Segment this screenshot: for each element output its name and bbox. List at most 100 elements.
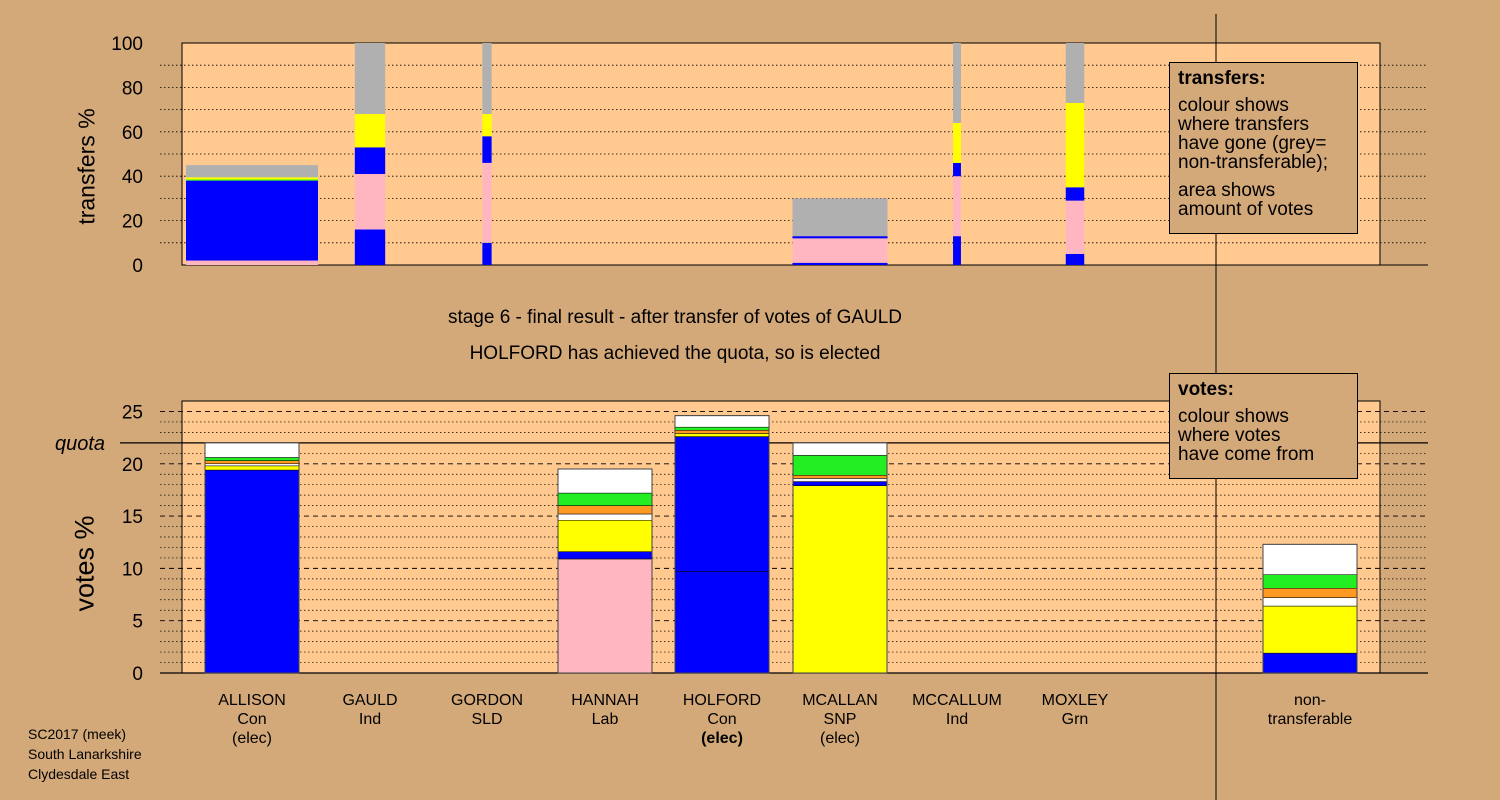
candidate-name: GAULD [342,692,398,709]
candidate-status: (elec) [701,730,743,747]
candidate-label-mccallum: MCCALLUM Ind [887,691,1027,729]
transfer-segment [482,242,492,265]
votes-tick-label: 25 [122,402,143,423]
transfer-segment [186,180,318,261]
votes-tick-label: 5 [132,612,143,633]
candidate-party: Con [707,711,737,728]
candidate-party: SNP [823,711,857,728]
vote-segment [557,520,653,552]
candidate-label-mcallan: MCALLAN SNP (elec) [770,691,910,748]
candidate-name: HOLFORD [682,692,762,709]
transfer-segment [354,114,386,148]
candidate-status: (elec) [231,730,272,747]
votes-tick-label: 15 [122,507,143,528]
elected-description: HOLFORD has achieved the quota, so is el… [469,343,881,364]
vote-segment [204,463,300,467]
vote-segment [1262,544,1358,575]
vote-segment [792,475,888,479]
vote-segment [204,469,300,674]
vote-segment [1262,588,1358,598]
transfer-segment [953,176,961,237]
transfer-segment [1065,253,1085,265]
vote-segment [557,492,653,506]
transfer-segment [953,162,961,177]
votes-tick-label: 0 [132,664,143,685]
candidate-label-moxley: MOXLEY Grn [1005,691,1145,729]
vote-segment [792,481,888,486]
vote-segment [204,442,300,458]
vote-segment [557,468,653,494]
candidate-name: HANNAH [571,692,639,709]
transfers-tick-label: 0 [132,256,143,277]
transfer-segment [482,162,492,243]
candidate-label-hannah: HANNAH Lab [535,691,675,729]
vote-segment [204,465,300,471]
transfer-segment [1065,187,1085,201]
candidate-label-holford: HOLFORD Con (elec) [652,691,792,748]
vote-segment [674,436,770,572]
votes-tick-label: 20 [122,455,143,476]
transfer-segment [953,43,961,123]
transfers-legend-title: transfers: [1178,68,1266,89]
transfer-segment [354,147,386,174]
transfer-segment [482,114,492,137]
transfer-segment [792,198,888,237]
transfer-segment [186,165,318,178]
vote-segment [792,485,888,674]
vote-bar-outline [557,468,653,674]
candidate-name: non- [1293,692,1327,709]
vote-bar-outline [674,415,770,674]
transfer-segment [792,262,888,265]
candidate-party: transferable [1267,711,1353,728]
votes-legend-line: have come from [1178,444,1315,465]
votes-axis-title: votes % [69,515,100,612]
transfers-tick-label: 100 [111,34,143,55]
transfer-segment [482,43,492,115]
vote-segment [557,513,653,521]
candidate-name: MOXLEY [1041,692,1109,709]
transfers-legend-line: amount of votes [1178,199,1314,220]
transfers-legend-line: non-transferable); [1178,152,1328,173]
candidate-label-gordon: GORDON SLD [417,691,557,729]
candidate-name: ALLISON [218,692,286,709]
votes-tick-label: 10 [122,559,143,580]
vote-segment [557,505,653,515]
transfers-tick-label: 20 [122,212,143,233]
transfers-legend-line: area shows [1178,180,1276,201]
candidate-party: Ind [945,711,969,728]
votes-legend-title: votes: [1178,379,1234,400]
vote-segment [792,442,888,456]
transfer-segment [354,229,386,265]
vote-bar-outline [204,442,300,674]
candidate-party: Grn [1061,711,1089,728]
vote-segment [792,455,888,476]
transfer-segment [186,179,318,181]
transfers-tick-label: 60 [122,123,143,144]
vote-bar-outline [1262,543,1358,674]
vote-segment [204,457,300,461]
vote-segment [557,551,653,560]
vote-segment [674,426,770,431]
vote-segment [557,558,653,674]
transfers-tick-label: 40 [122,167,143,188]
candidate-party: Con [237,711,267,728]
vote-segment [204,460,300,465]
transfers-tick-label: 80 [122,78,143,99]
footer-line: SC2017 (meek) [28,726,127,742]
vote-segment [674,415,770,428]
footer-line: Clydesdale East [28,766,130,782]
candidate-name: MCCALLUM [912,692,1002,709]
footer-info: SC2017 (meek) South Lanarkshire Clydesda… [28,724,142,784]
candidate-label-gauld: GAULD Ind [300,691,440,729]
candidate-party: SLD [471,711,503,728]
transfer-segment [792,238,888,263]
candidate-name: GORDON [451,692,523,709]
transfer-segment [354,173,386,230]
transfers-legend-line: colour shows [1178,95,1289,116]
vote-segment [1262,652,1358,674]
transfer-segment [186,177,318,180]
transfers-legend-line: have gone (grey= [1178,133,1327,154]
vote-segment [674,430,770,434]
candidate-status: (elec) [819,730,860,747]
transfer-segment [792,236,888,239]
